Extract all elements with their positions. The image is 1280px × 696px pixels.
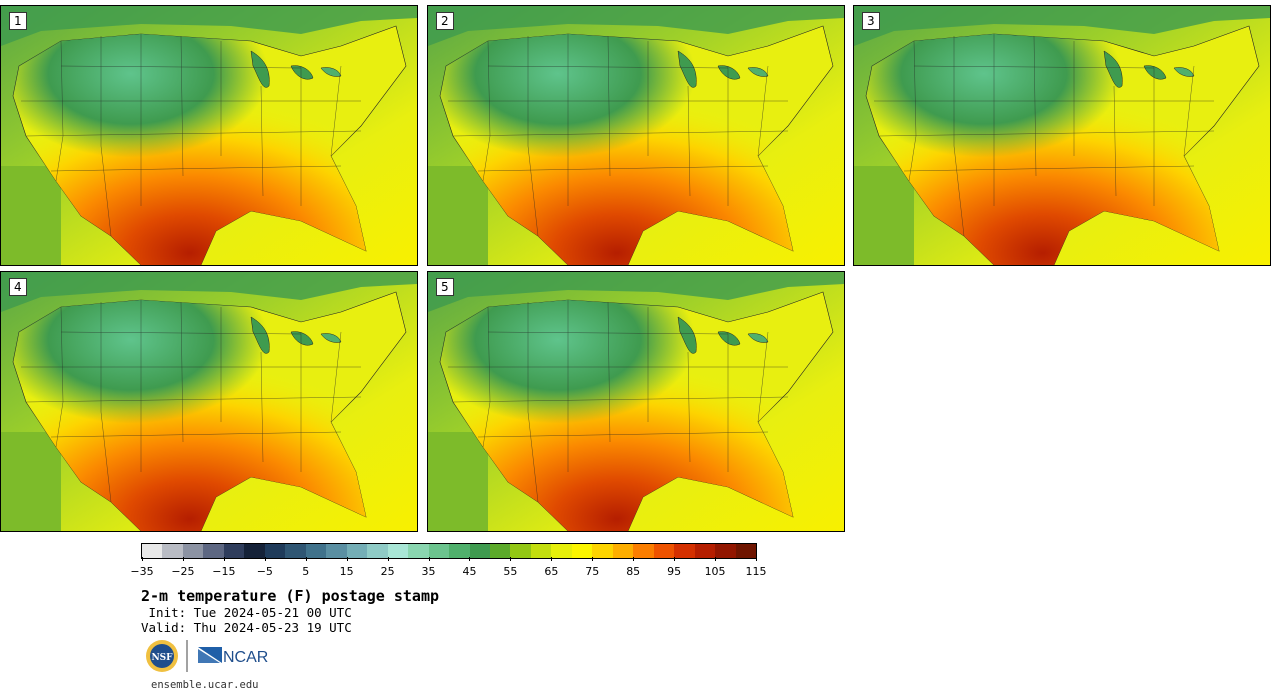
map-panel-4: 4 bbox=[0, 271, 418, 532]
map-panel-2: 2 bbox=[427, 5, 845, 266]
colorbar-swatch bbox=[367, 544, 388, 558]
colorbar-tick-mark bbox=[551, 557, 553, 561]
colorbar-swatch bbox=[715, 544, 736, 558]
ncar-logo: NCAR bbox=[198, 647, 268, 666]
colorbar-swatch bbox=[653, 544, 675, 558]
colorbar-swatch bbox=[571, 544, 593, 558]
panel-label: 4 bbox=[9, 278, 27, 296]
colorbar-tick-label: 105 bbox=[704, 565, 726, 578]
svg-text:NCAR: NCAR bbox=[223, 649, 268, 666]
colorbar-swatch bbox=[285, 544, 306, 558]
colorbar-swatch bbox=[244, 544, 265, 558]
colorbar-swatch bbox=[735, 544, 757, 558]
colorbar-tick-label: −35 bbox=[130, 565, 154, 578]
colorbar-swatch bbox=[674, 544, 695, 558]
colorbar-swatch bbox=[469, 544, 490, 558]
temperature-map bbox=[854, 6, 1270, 265]
credit-url: ensemble.ucar.edu bbox=[151, 679, 259, 691]
colorbar-tick-label: 15 bbox=[339, 565, 354, 578]
colorbar-tick-mark bbox=[305, 557, 307, 561]
colorbar-tick-label: −5 bbox=[256, 565, 273, 578]
svg-text:NSF: NSF bbox=[151, 653, 173, 663]
colorbar-swatch bbox=[449, 544, 470, 558]
logo-area: NSF NCAR bbox=[144, 637, 284, 675]
temperature-map bbox=[428, 6, 844, 265]
colorbar-tick-mark bbox=[182, 557, 184, 561]
colorbar-tick-mark bbox=[142, 557, 143, 561]
colorbar-swatch bbox=[633, 544, 654, 558]
colorbar-swatch bbox=[223, 544, 245, 558]
colorbar-tick-label: 115 bbox=[745, 565, 767, 578]
panel-label: 1 bbox=[9, 12, 27, 30]
nsf-logo: NSF bbox=[146, 640, 178, 672]
colorbar-tick-label: 55 bbox=[503, 565, 518, 578]
colorbar-swatch bbox=[203, 544, 224, 558]
colorbar-swatch bbox=[162, 544, 183, 558]
plot-title: 2-m temperature (F) postage stamp bbox=[141, 587, 440, 605]
colorbar-tick-mark bbox=[346, 557, 348, 561]
colorbar-tick-label: 95 bbox=[667, 565, 682, 578]
colorbar-swatch bbox=[510, 544, 531, 558]
colorbar-tick-mark bbox=[674, 557, 676, 561]
panel-label: 5 bbox=[436, 278, 454, 296]
colorbar-tick-mark bbox=[223, 557, 225, 561]
colorbar-tick-mark bbox=[469, 557, 471, 561]
colorbar-swatch bbox=[264, 544, 286, 558]
colorbar bbox=[141, 543, 757, 559]
colorbar-ticks: −35 −25 −15 −5 5 15 25 35 45 55 65 75 85 95 105 115 bbox=[130, 557, 767, 579]
colorbar-tick-mark bbox=[264, 557, 266, 561]
colorbar-tick-mark bbox=[715, 557, 717, 561]
colorbar-swatch bbox=[530, 544, 552, 558]
colorbar-swatch bbox=[408, 544, 429, 558]
colorbar-tick-label: 5 bbox=[302, 565, 310, 578]
colorbar-tick-label: 85 bbox=[626, 565, 641, 578]
colorbar-tick-mark bbox=[592, 557, 594, 561]
temperature-map bbox=[1, 272, 417, 531]
colorbar-tick-mark bbox=[510, 557, 512, 561]
colorbar-tick-label: 35 bbox=[421, 565, 436, 578]
temperature-map bbox=[1, 6, 417, 265]
init-time: Init: Tue 2024-05-21 00 UTC bbox=[141, 605, 352, 620]
colorbar-swatch bbox=[142, 544, 163, 558]
colorbar-swatch bbox=[387, 544, 409, 558]
colorbar-swatch bbox=[182, 544, 204, 558]
temperature-map bbox=[428, 272, 844, 531]
colorbar-swatch bbox=[326, 544, 347, 558]
colorbar-tick-mark bbox=[428, 557, 430, 561]
colorbar-tick-label: 65 bbox=[544, 565, 559, 578]
colorbar-swatch bbox=[612, 544, 634, 558]
colorbar-tick-label: 25 bbox=[380, 565, 395, 578]
map-panel-3: 3 bbox=[853, 5, 1271, 266]
panel-label: 3 bbox=[862, 12, 880, 30]
colorbar-swatch bbox=[428, 544, 450, 558]
colorbar-tick-label: −25 bbox=[171, 565, 195, 578]
colorbar-tick-mark bbox=[633, 557, 635, 561]
colorbar-swatch bbox=[592, 544, 613, 558]
colorbar-tick-label: −15 bbox=[212, 565, 236, 578]
valid-time: Valid: Thu 2024-05-23 19 UTC bbox=[141, 620, 352, 635]
colorbar-tick-mark bbox=[756, 557, 757, 561]
colorbar-swatch bbox=[551, 544, 572, 558]
panel-label: 2 bbox=[436, 12, 454, 30]
colorbar-swatch bbox=[694, 544, 716, 558]
colorbar-tick-label: 75 bbox=[585, 565, 600, 578]
colorbar-tick-label: 45 bbox=[462, 565, 477, 578]
colorbar-swatch bbox=[305, 544, 327, 558]
colorbar-tick-mark bbox=[387, 557, 389, 561]
map-panel-1: 1 bbox=[0, 5, 418, 266]
colorbar-swatch bbox=[346, 544, 368, 558]
colorbar-swatch bbox=[489, 544, 511, 558]
map-panel-5: 5 bbox=[427, 271, 845, 532]
